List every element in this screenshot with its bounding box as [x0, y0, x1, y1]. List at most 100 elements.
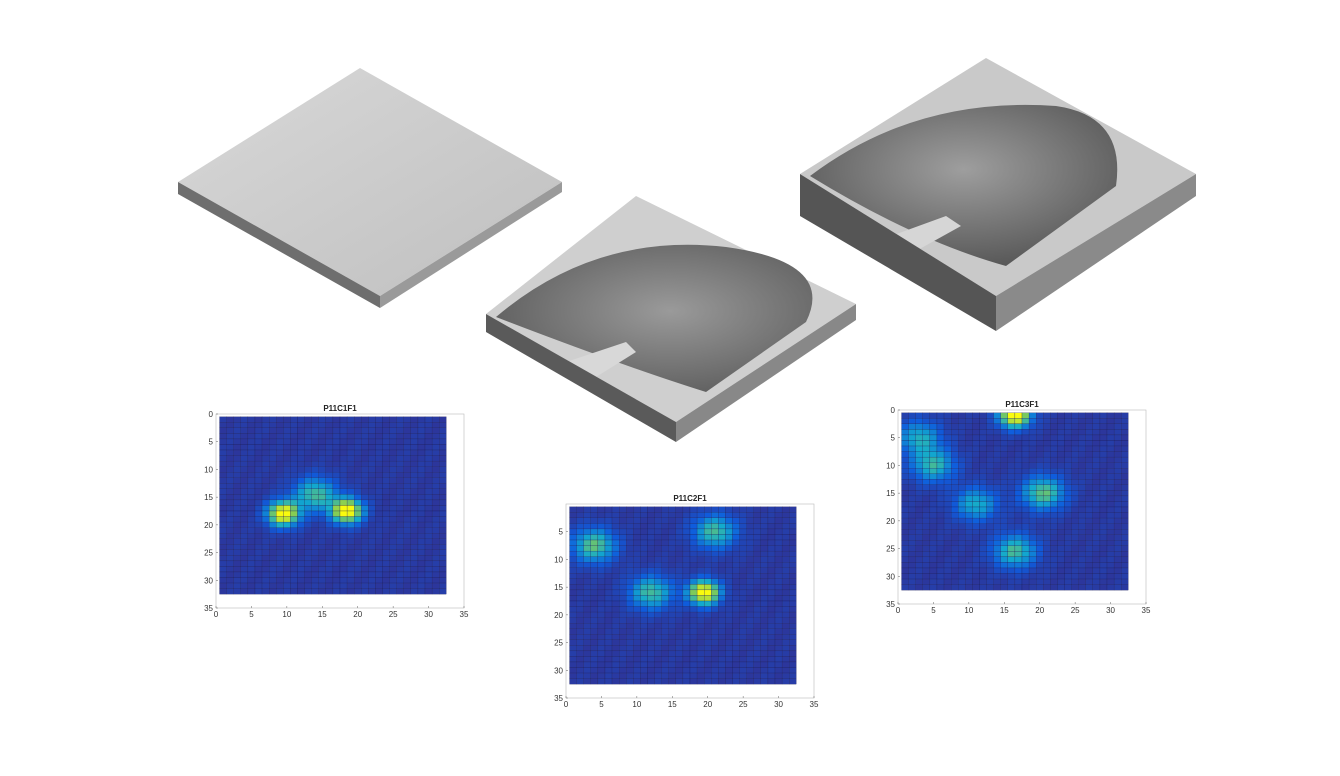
- heatmap-cell: [789, 611, 797, 618]
- heatmap-cell: [1021, 429, 1030, 436]
- heatmap-cell: [1007, 573, 1016, 580]
- heatmap-cell: [1014, 451, 1023, 458]
- heatmap-cell: [325, 483, 334, 489]
- heatmap-cell: [439, 544, 447, 550]
- heatmap-cell: [276, 560, 284, 567]
- heatmap-cell: [1113, 456, 1122, 463]
- heatmap-cell: [276, 555, 284, 562]
- heatmap-cell: [1000, 484, 1008, 491]
- heatmap-cell: [604, 628, 613, 635]
- heatmap-cell: [901, 523, 909, 530]
- heatmap-cell: [732, 512, 740, 518]
- heatmap-cell: [339, 416, 348, 423]
- heatmap-cell: [767, 512, 776, 518]
- heatmap-cell: [908, 456, 916, 463]
- heatmap-cell: [325, 582, 334, 589]
- heatmap-cell: [908, 534, 916, 541]
- heatmap-cell: [753, 623, 761, 629]
- heatmap-cell: [915, 573, 923, 580]
- heatmap-cell: [1043, 578, 1051, 585]
- heatmap-cell: [1028, 584, 1037, 591]
- heatmap-cell: [226, 527, 234, 534]
- heatmap-cell: [789, 650, 797, 657]
- heatmap-cell: [965, 578, 973, 585]
- heatmap-cell: [389, 499, 397, 506]
- heatmap-cell: [597, 567, 606, 574]
- heatmap-cell: [439, 460, 447, 467]
- heatmap-cell: [240, 510, 249, 517]
- heatmap-cell: [1113, 551, 1122, 558]
- heatmap-cell: [922, 573, 931, 580]
- heatmap-cell: [1036, 484, 1044, 491]
- heatmap-cell: [318, 588, 326, 595]
- heatmap-cell: [1064, 490, 1072, 497]
- heatmap-cell: [986, 462, 994, 469]
- heatmap-cell: [368, 549, 376, 556]
- heatmap-cell: [368, 438, 376, 445]
- heatmap-cell: [901, 445, 909, 452]
- heatmap-cell: [1085, 523, 1093, 530]
- heatmap-cell: [682, 584, 691, 591]
- heatmap-cell: [1000, 562, 1008, 569]
- heatmap-cell: [640, 656, 648, 663]
- heatmap-cell: [682, 528, 691, 535]
- heatmap-cell: [254, 538, 263, 545]
- heatmap-cell: [1014, 551, 1023, 558]
- heatmap-cell: [922, 506, 931, 513]
- heatmap-cell: [936, 517, 945, 524]
- heatmap-cell: [417, 483, 426, 489]
- heatmap-cell: [247, 510, 256, 517]
- heatmap-cell: [311, 560, 319, 567]
- heatmap-cell: [439, 510, 447, 517]
- heatmap-cell: [1000, 501, 1008, 508]
- heatmap-cell: [647, 656, 655, 663]
- heatmap-cell: [1043, 490, 1051, 497]
- heatmap-cell: [1106, 573, 1115, 580]
- heatmap-cell: [965, 573, 973, 580]
- heatmap-cell: [403, 472, 411, 478]
- heatmap-cell: [318, 510, 326, 517]
- heatmap-cell: [1078, 562, 1086, 569]
- heatmap-cell: [943, 517, 952, 524]
- heatmap-cell: [254, 544, 263, 550]
- heatmap-cell: [403, 582, 411, 589]
- heatmap-cell: [739, 623, 747, 629]
- heatmap-cell: [682, 517, 691, 524]
- heatmap-cell: [1121, 490, 1129, 497]
- heatmap-cell: [929, 540, 938, 546]
- heatmap-cell: [261, 577, 270, 584]
- heatmap-cell: [739, 539, 747, 546]
- heatmap-cell: [781, 672, 790, 679]
- heatmap-cell: [1050, 506, 1058, 513]
- heatmap-cell: [1007, 440, 1016, 447]
- heatmap-cell: [704, 639, 712, 646]
- heatmap-cell: [993, 412, 1001, 419]
- heatmap-cell: [682, 595, 691, 602]
- heatmap-cell: [1036, 551, 1044, 558]
- heatmap-cell: [682, 573, 691, 579]
- heatmap-cell: [908, 562, 916, 569]
- heatmap-cell: [915, 456, 923, 463]
- heatmap-cell: [1036, 517, 1044, 524]
- heatmap-cell: [711, 650, 719, 657]
- heatmap-cell: [633, 617, 641, 624]
- heatmap-cell: [979, 429, 987, 436]
- heatmap-cell: [965, 445, 973, 452]
- heatmap-cell: [417, 416, 426, 423]
- heatmap-cell: [633, 656, 641, 663]
- heatmap-cell: [424, 538, 433, 545]
- heatmap-cell: [247, 505, 256, 512]
- heatmap-cell: [233, 449, 241, 456]
- heatmap-cell: [647, 545, 655, 552]
- heatmap-cell: [1092, 584, 1101, 591]
- heatmap-cell: [410, 427, 419, 434]
- heatmap-cell: [1000, 556, 1008, 563]
- heatmap-cell: [1050, 490, 1058, 497]
- heatmap-cell: [958, 534, 966, 541]
- heatmap-cell: [774, 517, 783, 524]
- heatmap-cell: [1050, 440, 1058, 447]
- heatmap-cell: [1036, 479, 1044, 485]
- heatmap-cell: [439, 566, 447, 573]
- heatmap-cell: [597, 606, 606, 613]
- heatmap-cell: [297, 505, 305, 512]
